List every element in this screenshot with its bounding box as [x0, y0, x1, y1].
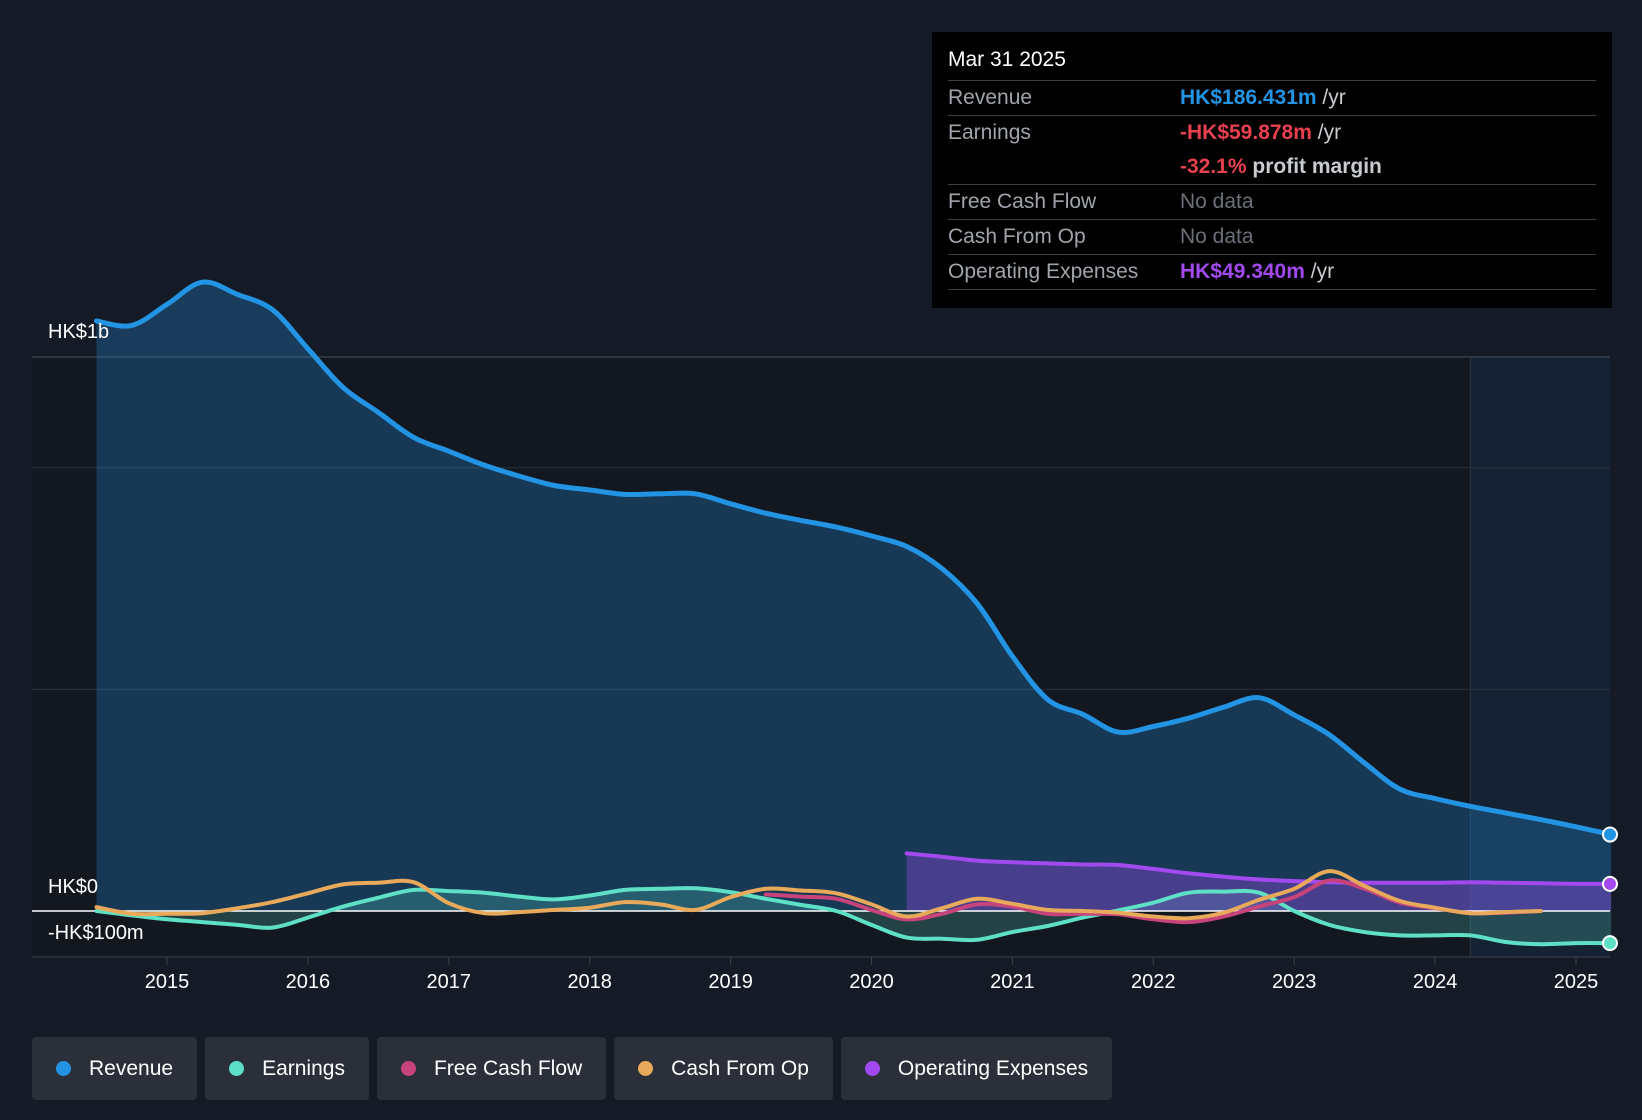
legend-item-earnings[interactable]: Earnings: [205, 1037, 369, 1100]
tooltip-value-unit: /yr: [1304, 260, 1335, 283]
tooltip-value-unit: /yr: [1316, 86, 1346, 109]
tooltip-row-label: [948, 150, 1180, 184]
tooltip-value-text: No data: [1180, 190, 1254, 213]
legend-dot-icon: [229, 1061, 245, 1076]
tooltip-row: Cash From Op No data: [948, 220, 1596, 255]
tooltip-value-unit: /yr: [1311, 121, 1342, 144]
tooltip-row: Free Cash Flow No data: [948, 185, 1596, 220]
legend-dot-icon: [400, 1061, 416, 1076]
tooltip-row: Revenue HK$186.431m /yr: [948, 81, 1596, 116]
legend-dot-icon: [638, 1061, 654, 1076]
end-marker-operating-expenses: [1602, 875, 1618, 892]
tooltip-row: Earnings -HK$59.878m /yr: [948, 116, 1596, 150]
tooltip-row-value: HK$186.431m /yr: [1180, 81, 1346, 115]
chart-series: [32, 279, 1614, 947]
tooltip-row-label: Earnings: [948, 121, 1031, 144]
tooltip-value-text: HK$186.431m: [1180, 86, 1317, 109]
x-tick-label: 2015: [144, 971, 190, 993]
plot-area-forecast: [1470, 357, 1610, 957]
tooltip-value-text: HK$49.340m: [1180, 260, 1305, 283]
tooltip-date: Mar 31 2025: [948, 32, 1596, 81]
tooltip-value-text: -32.1%: [1180, 155, 1247, 178]
legend-item-operating-expenses[interactable]: Operating Expenses: [840, 1037, 1113, 1100]
x-tick-label: 2022: [1131, 971, 1176, 993]
chart-gridlines: [32, 356, 1610, 965]
x-tick-label: 2019: [708, 971, 753, 993]
x-tick-label: 2018: [567, 971, 612, 993]
x-tick-label: 2020: [849, 971, 894, 993]
x-tick-label: 2024: [1412, 971, 1458, 993]
tooltip-row: Operating Expenses HK$49.340m /yr: [948, 255, 1596, 290]
chart-tooltip: Mar 31 2025 Revenue HK$186.431m /yr Earnin…: [932, 32, 1612, 308]
tooltip-value-unit: profit margin: [1246, 155, 1382, 178]
tooltip-row-label: Revenue: [948, 86, 1033, 109]
legend-dot-icon: [56, 1061, 71, 1076]
tooltip-row-label: Cash From Op: [948, 225, 1086, 248]
x-tick-label: 2021: [990, 971, 1035, 993]
tooltip-value-text: -HK$59.878m: [1180, 121, 1312, 144]
y-axis-zero-label: HK$0: [48, 876, 99, 898]
chart-legend: Revenue Earnings Free Cash Flow Cash From O…: [32, 1037, 1113, 1100]
legend-label: Cash From Op: [671, 1056, 809, 1080]
tooltip-row-label: Operating Expenses: [948, 260, 1139, 283]
tooltip-value-text: No data: [1180, 225, 1254, 248]
series-line-earnings: [94, 886, 1614, 947]
series-area-operating-expenses: [906, 853, 1612, 911]
end-marker-revenue: [1602, 826, 1618, 843]
tooltip-row-label: Free Cash Flow: [948, 190, 1097, 213]
x-tick-label: 2017: [426, 971, 472, 993]
legend-dot-icon: [864, 1061, 880, 1076]
plot-area-past: [32, 357, 1471, 957]
tooltip-row-value: -HK$59.878m /yr: [1180, 116, 1341, 150]
x-tick-label: 2016: [285, 971, 331, 993]
legend-item-free-cash-flow[interactable]: Free Cash Flow: [376, 1037, 607, 1100]
tooltip-row-value: HK$49.340m /yr: [1180, 255, 1334, 289]
chart-background: [32, 357, 1610, 957]
tooltip-row-value: -32.1% profit margin: [1180, 150, 1382, 184]
legend-label: Revenue: [89, 1056, 174, 1080]
x-tick-label: 2025: [1553, 971, 1599, 993]
y-axis-top-label: HK$1b: [48, 321, 110, 343]
legend-label: Earnings: [262, 1056, 345, 1080]
tooltip-row-value: No data: [1180, 220, 1254, 254]
chart-end-markers: [1602, 826, 1618, 952]
x-tick-label: 2023: [1271, 971, 1317, 993]
series-line-revenue: [94, 279, 1614, 837]
y-axis-bottom-label: -HK$100m: [48, 922, 144, 944]
tooltip-row: -32.1% profit margin: [948, 150, 1596, 185]
series-area-revenue: [96, 281, 1612, 911]
legend-item-cash-from-op[interactable]: Cash From Op: [614, 1037, 833, 1100]
legend-item-revenue[interactable]: Revenue: [32, 1037, 198, 1100]
series-line-operating-expenses: [904, 851, 1614, 886]
tooltip-row-value: No data: [1180, 185, 1254, 219]
legend-label: Operating Expenses: [897, 1056, 1089, 1080]
end-marker-earnings: [1602, 935, 1618, 952]
legend-label: Free Cash Flow: [433, 1056, 583, 1080]
series-line-cash-from-op: [94, 869, 1543, 921]
